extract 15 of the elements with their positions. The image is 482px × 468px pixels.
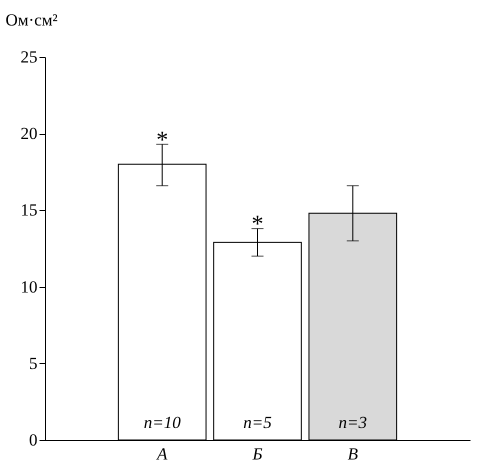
annotation: n=10 [144, 413, 182, 432]
y-axis-title: Ом·см² [6, 10, 58, 30]
y-tick-label: 25 [20, 48, 38, 66]
y-tick-label: 20 [20, 124, 38, 144]
y-tick-label: 0 [29, 430, 38, 450]
y-tick-label: 10 [20, 277, 38, 296]
y-tick-label: 15 [20, 200, 38, 220]
y-tick-label: 5 [29, 354, 38, 373]
annotation: * [252, 212, 264, 238]
annotation: * [156, 127, 168, 154]
x-tick-label: Б [251, 444, 263, 464]
x-tick-label: А [156, 444, 168, 464]
annotation: n=5 [243, 413, 272, 432]
x-tick-label: В [348, 444, 359, 464]
annotation: n=3 [338, 413, 368, 432]
